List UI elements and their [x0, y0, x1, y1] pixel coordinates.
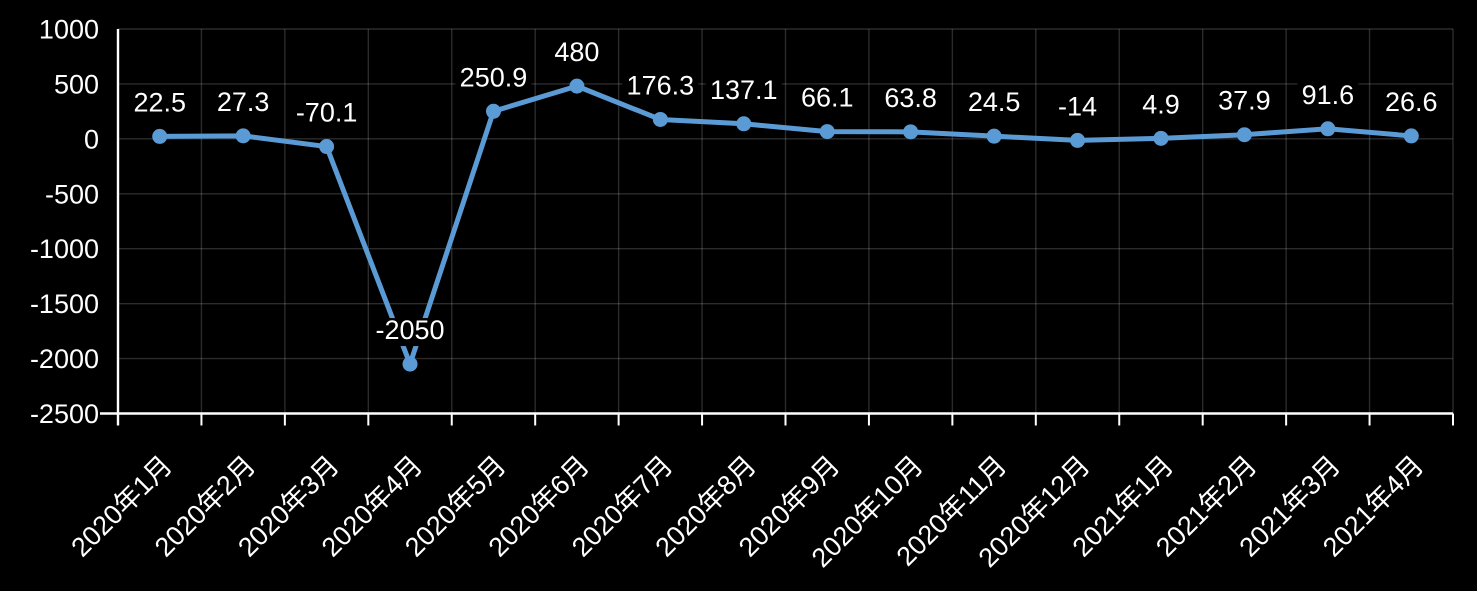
y-axis-tick-label: 500: [54, 69, 99, 99]
data-point-marker: [652, 111, 668, 127]
y-axis-tick-label: -2500: [30, 399, 99, 429]
data-label-bg: [1213, 88, 1275, 117]
y-axis-tick-label: -2000: [30, 344, 99, 374]
data-label-bg: [963, 90, 1025, 119]
data-point-marker: [903, 124, 919, 140]
data-label: 26.6: [1385, 87, 1438, 117]
data-point-marker: [986, 128, 1002, 144]
data-label-bg: [550, 40, 604, 69]
y-axis-tick-label: -500: [45, 179, 99, 209]
data-point-marker: [1070, 132, 1086, 148]
y-axis-tick-label: 0: [84, 124, 99, 154]
data-label: 24.5: [968, 87, 1021, 117]
data-label: 250.9: [460, 62, 528, 92]
gridlines-group: [118, 28, 1454, 414]
data-label-bg: [880, 85, 942, 114]
y-axis-tick-label: -1000: [30, 234, 99, 264]
axes-group: [100, 29, 1454, 426]
data-label-bg: [129, 90, 191, 119]
data-label: -14: [1058, 91, 1097, 121]
data-label: 480: [554, 37, 599, 67]
data-point-marker: [152, 128, 168, 144]
data-point-marker: [1153, 130, 1169, 146]
series-line: [157, 83, 1414, 367]
data-point-marker: [569, 78, 585, 94]
data-point-marker: [1403, 128, 1419, 144]
data-label-bg: [212, 89, 274, 118]
data-label: 37.9: [1218, 86, 1271, 116]
data-label-bg: [1138, 92, 1184, 121]
data-label-bg: [291, 100, 362, 129]
data-point-marker: [819, 124, 835, 140]
series-group: [152, 78, 1419, 372]
data-label: 4.9: [1142, 89, 1180, 119]
data-label: -2050: [376, 315, 445, 345]
data-point-marker: [402, 356, 418, 372]
data-label: 27.3: [217, 87, 270, 117]
data-label: 63.8: [884, 83, 937, 113]
y-axis-tick-label: -1500: [30, 289, 99, 319]
data-point-marker: [235, 128, 251, 144]
data-label-bg: [705, 77, 782, 106]
data-label: 66.1: [801, 83, 854, 113]
y-axis-tick-label: 1000: [39, 15, 99, 45]
data-label-bg: [1380, 89, 1442, 118]
data-label-bg: [622, 73, 699, 102]
data-point-marker: [485, 103, 501, 119]
data-label: 137.1: [710, 75, 778, 105]
y-axis-labels-group: 1000 500 0 -500 -1000 -1500 -2000 -2500: [30, 15, 99, 430]
data-label: 176.3: [627, 70, 695, 100]
data-label-bg: [371, 318, 449, 347]
data-labels-group: 22.5 27.3 -70.1 -2050 250.9 480 176.3 137.1 66.1…: [129, 37, 1442, 347]
data-label-bg: [1297, 82, 1359, 111]
data-point-marker: [1320, 121, 1336, 137]
data-label: -70.1: [296, 98, 358, 128]
x-axis-labels-group: 2020年1月2020年2月2020年3月2020年4月2020年5月2020年…: [65, 450, 1429, 573]
data-label-bg: [1053, 94, 1102, 123]
data-point-marker: [319, 139, 335, 155]
data-label: 91.6: [1302, 80, 1355, 110]
data-label-bg: [455, 65, 532, 94]
data-label: 22.5: [133, 87, 186, 117]
data-point-marker: [1236, 127, 1252, 143]
data-point-marker: [736, 116, 752, 132]
data-label-bg: [796, 85, 858, 114]
